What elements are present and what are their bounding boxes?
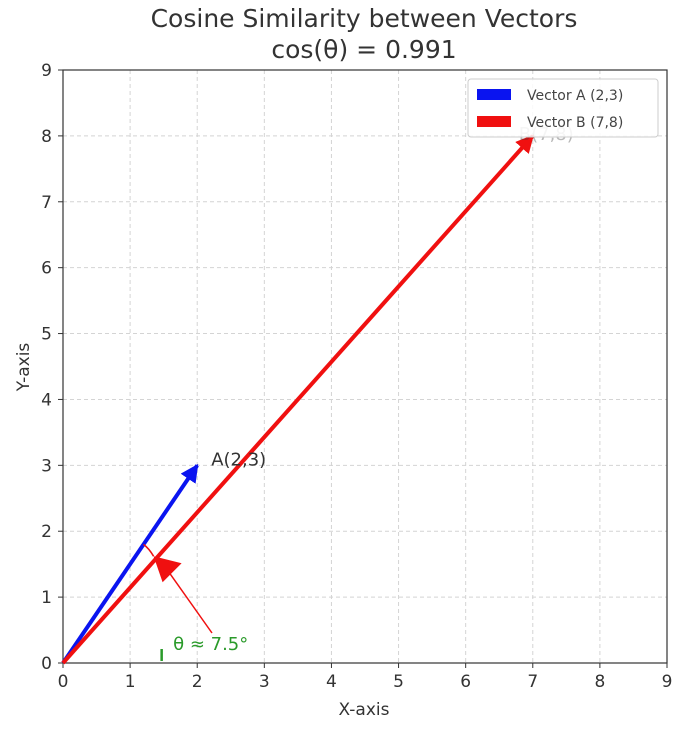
vector-b-arrow (61, 134, 535, 665)
y-axis-label: Y-axis (14, 343, 34, 393)
x-tick-label-7: 7 (527, 672, 538, 692)
x-tick-label-6: 6 (460, 672, 471, 692)
x-tick-label-5: 5 (393, 672, 404, 692)
angle-arc (143, 543, 155, 557)
vector-a-label: A(2,3) (211, 449, 266, 470)
y-tick-label-6: 6 (41, 259, 52, 279)
plot-frame (62, 69, 668, 664)
x-tick-label-9: 9 (662, 672, 673, 692)
y-tick-label-1: 1 (41, 588, 52, 608)
grid (63, 70, 667, 663)
x-tick-label-2: 2 (192, 672, 203, 692)
annotations: A(2,3)B(7,8)θ ≈ 7.5° (143, 124, 574, 661)
y-tick-label-3: 3 (41, 456, 52, 476)
y-tick-label-9: 9 (41, 61, 52, 81)
legend: Vector A (2,3) Vector B (7,8) (467, 78, 659, 138)
x-tick-label-3: 3 (259, 672, 270, 692)
chart-title: Cosine Similarity between Vectors (151, 4, 578, 33)
vector-a-arrow (61, 463, 199, 665)
angle-label: θ ≈ 7.5° (173, 634, 248, 655)
chart-subtitle: cos(θ) = 0.991 (271, 35, 456, 64)
angle-pointer-head (153, 556, 182, 583)
x-tick-label-8: 8 (594, 672, 605, 692)
vectors (61, 134, 535, 665)
angle-pointer-line (166, 569, 213, 634)
y-tick-label-8: 8 (41, 127, 52, 147)
y-tick-label-0: 0 (41, 654, 52, 674)
x-axis-label: X-axis (339, 700, 390, 720)
y-tick-label-7: 7 (41, 193, 52, 213)
tick-labels: 0 1 2 3 4 5 6 7 8 9 0 1 2 3 4 5 6 7 8 9 (41, 61, 672, 692)
x-tick-label-4: 4 (326, 672, 337, 692)
x-tick-label-0: 0 (58, 672, 69, 692)
legend-frame (467, 78, 659, 138)
y-tick-label-2: 2 (41, 522, 52, 542)
legend-swatch-vector-b (477, 116, 511, 127)
legend-label-vector-b: Vector B (7,8) (527, 115, 623, 131)
y-tick-label-5: 5 (41, 325, 52, 345)
y-tick-label-4: 4 (41, 390, 52, 410)
legend-swatch-vector-a (477, 89, 511, 100)
x-tick-label-1: 1 (125, 672, 136, 692)
legend-label-vector-a: Vector A (2,3) (527, 88, 623, 104)
